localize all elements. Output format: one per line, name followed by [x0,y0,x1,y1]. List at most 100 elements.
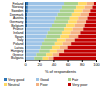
bar-segment [26,39,44,42]
bar-segment [87,2,94,5]
category-label: Bulgaria [11,56,24,60]
legend-label: Fair [72,78,79,82]
bar-segment [46,53,52,56]
bar-segment [72,13,81,16]
legend-swatch [36,83,39,86]
bar-segment [74,9,83,12]
plot: 020406080100FinlandNorwaySwedenDenmarkAu… [10,2,100,67]
bar-segment [87,17,96,20]
legend-swatch [68,78,71,81]
legend-swatch [68,83,71,86]
bar-segment [43,57,49,60]
bar-segment [60,46,68,49]
bar-segment [66,24,75,27]
bar-segment [85,6,93,9]
tick-label: 80 [80,62,85,67]
bar-segment [64,49,96,52]
legend-item: Fair [68,78,79,82]
tick-label: 40 [52,62,57,67]
bar-segment [41,46,52,49]
legend-item: Very poor [68,83,88,87]
legend-label: Very poor [72,83,88,87]
bar-segment [70,17,79,20]
bar-segment [64,28,73,31]
axis-line [26,61,97,63]
tick-label: 60 [66,62,71,67]
bar-segment [78,2,87,5]
bar-segment [89,13,96,16]
bar-segment [80,13,89,16]
bar-segment [26,49,39,52]
legend-swatch [4,78,7,81]
bar-segment [28,9,60,12]
bar-segment [68,20,77,23]
legend-item: Poor [36,83,48,87]
bar-segment [26,46,40,49]
bar-segment [57,49,64,52]
tick: 100 [93,60,100,67]
bar-segment [53,53,59,56]
bar-segment [27,20,54,23]
bar-segment [75,39,96,42]
legend-swatch [36,78,39,81]
bar-segment [27,13,58,16]
bar-segment [26,53,37,56]
axis-line [25,3,26,61]
x-axis-title: % of respondents [45,69,76,74]
bar-segment [78,35,96,38]
chart: 020406080100FinlandNorwaySwedenDenmarkAu… [0,0,100,89]
bar-segment [59,53,96,56]
bar-segment [26,42,42,45]
bar-segment [48,31,62,34]
bar-segment [56,17,70,20]
bar-segment [78,17,87,20]
bar-segment [29,2,65,5]
bar-segment [50,49,57,52]
tick: 60 [66,60,71,67]
bar-segment [52,24,66,27]
bar-segment [86,20,96,23]
bar-segment [58,13,72,16]
bar-segment [80,31,96,34]
bars [25,2,96,60]
bar-segment [39,49,50,52]
tick: 80 [80,60,85,67]
bar-segment [52,46,60,49]
legend-item: Neutral [4,83,20,87]
tick-label: 20 [37,62,42,67]
bar-segment [48,57,53,60]
legend: Very good Good Fair Neutral Poor Very poor [4,78,88,87]
bar-segment [64,2,78,5]
bar-segment [26,35,46,38]
bar-segment [36,53,46,56]
bar-segment [62,31,71,34]
bar-segment [34,57,43,60]
bar-segment [92,6,96,9]
bar-segment [55,42,63,45]
bar-segment [90,9,96,12]
bar-segment [62,6,76,9]
tick: 0 [24,60,27,67]
bar-segment [65,39,74,42]
tick: Bulgaria [11,56,25,60]
bar-segment [75,24,85,27]
legend-label: Good [40,78,49,82]
bar-segment [26,57,35,60]
bar-segment [53,57,96,60]
bar-segment [27,17,55,20]
bar-segment [76,6,85,9]
bar-segment [73,28,84,31]
bar-segment [71,42,96,45]
bar-segment [68,46,96,49]
legend-swatch [4,83,7,86]
bar-segment [42,42,55,45]
legend-item: Good [36,78,49,82]
bar-segment [46,35,60,38]
legend-label: Very good [8,78,24,82]
tick: 20 [37,60,42,67]
bar-segment [61,35,70,38]
bar-segment [70,31,80,34]
bar-segment [94,2,96,5]
bar-segment [85,24,96,27]
bar-segment [27,24,52,27]
